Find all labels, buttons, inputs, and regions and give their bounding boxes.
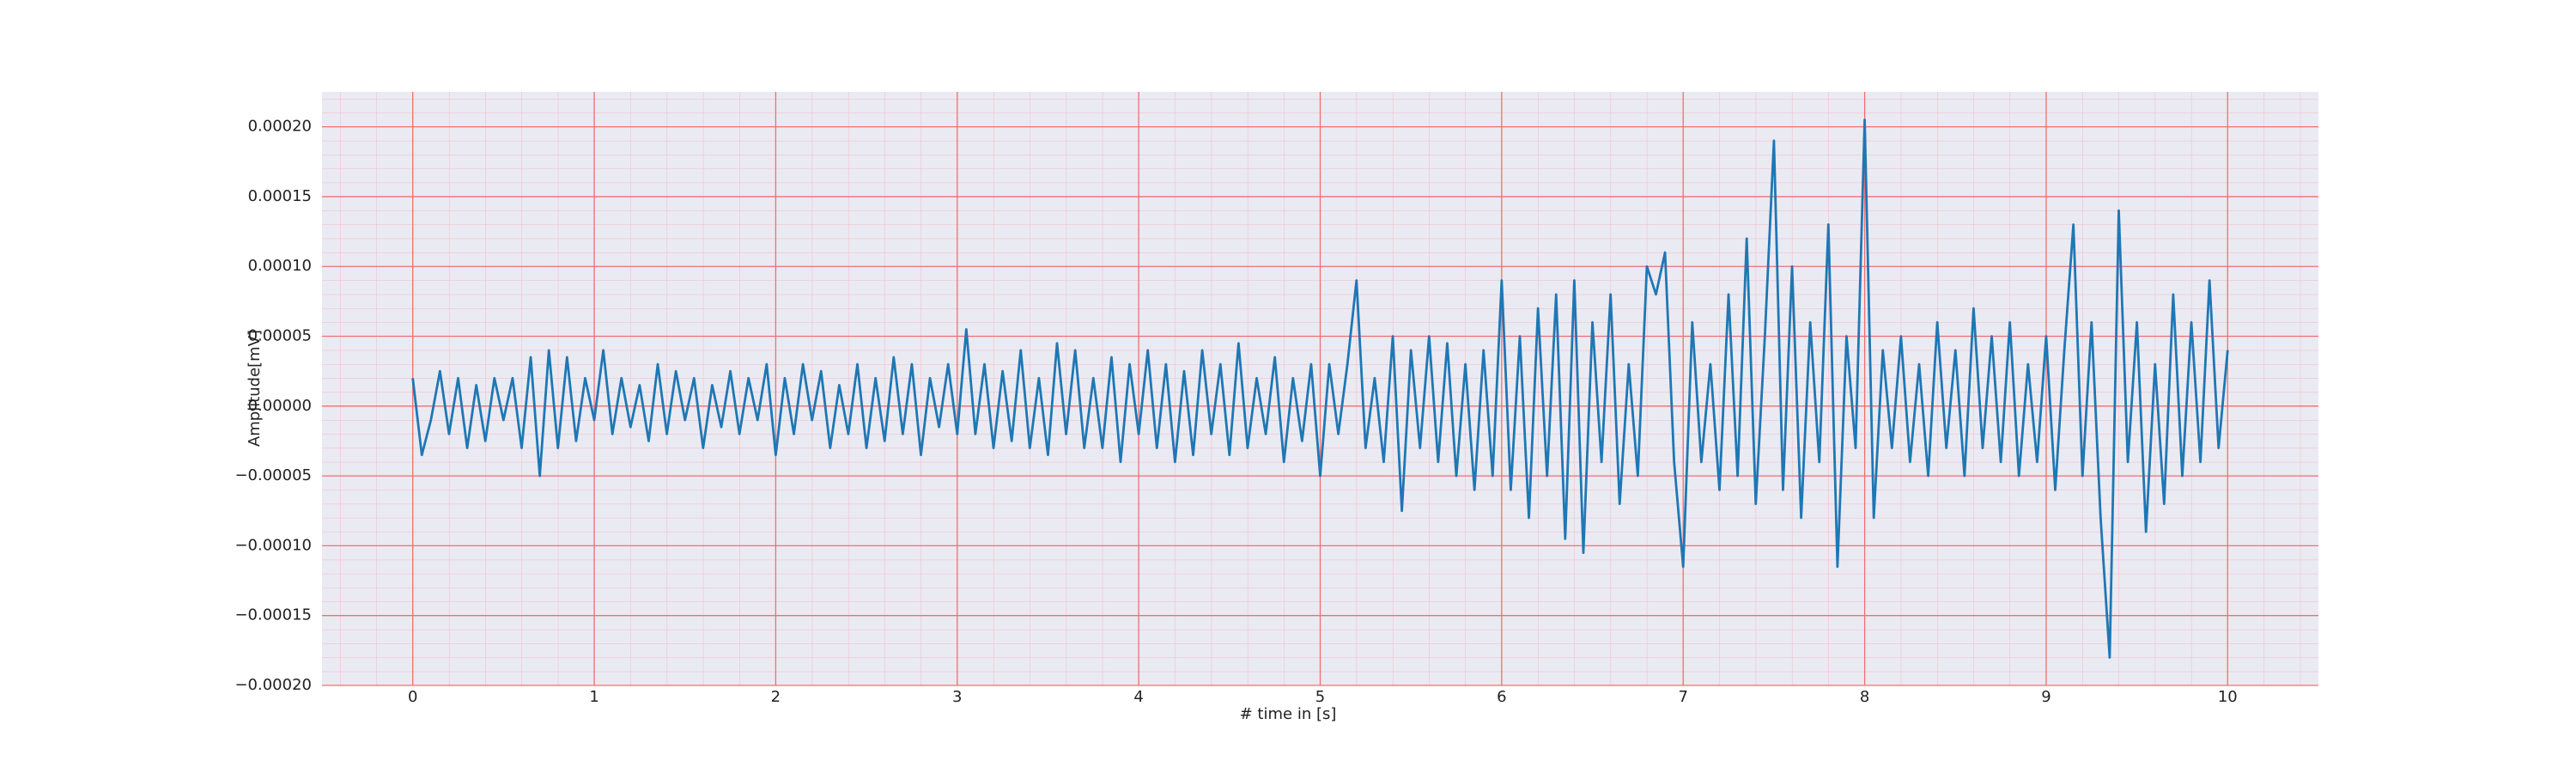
- x-tick-label: 10: [2218, 688, 2238, 706]
- y-tick-label: 0.00020: [248, 118, 312, 136]
- y-axis-label: Amplitude[mV]: [246, 330, 264, 447]
- x-tick-label: 8: [1860, 688, 1869, 706]
- x-tick-label: 2: [771, 688, 781, 706]
- y-tick-label: −0.00015: [234, 606, 312, 624]
- x-tick-label: 7: [1679, 688, 1688, 706]
- signal-line: [411, 119, 2229, 659]
- x-tick-label: 6: [1497, 688, 1506, 706]
- y-tick-label: −0.00010: [234, 536, 312, 554]
- x-tick-label: 9: [2041, 688, 2050, 706]
- x-tick-label: 1: [589, 688, 598, 706]
- y-tick-label: 0.00015: [248, 187, 312, 205]
- x-tick-label: 3: [952, 688, 962, 706]
- x-tick-label: 0: [408, 688, 417, 706]
- x-tick-label: 5: [1315, 688, 1325, 706]
- y-tick-label: −0.00005: [234, 466, 312, 484]
- y-tick-label: 0.00010: [248, 257, 312, 275]
- x-axis-label: # time in [s]: [1240, 705, 1337, 723]
- y-tick-label: −0.00020: [234, 676, 312, 694]
- y-tick-label: 0.00000: [248, 397, 312, 415]
- x-tick-label: 4: [1133, 688, 1143, 706]
- y-tick-label: 0.00005: [248, 327, 312, 345]
